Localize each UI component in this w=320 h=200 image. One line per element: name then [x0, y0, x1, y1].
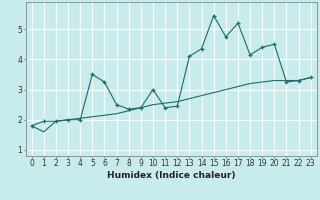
X-axis label: Humidex (Indice chaleur): Humidex (Indice chaleur): [107, 171, 236, 180]
